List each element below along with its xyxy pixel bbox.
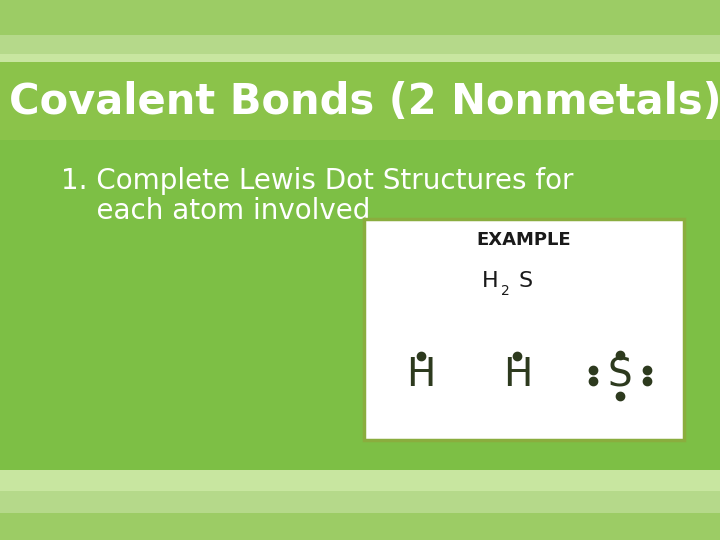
Text: 2: 2: [501, 284, 510, 298]
Text: S: S: [608, 356, 632, 394]
Bar: [0, 470, 720, 540]
Text: 1. Complete Lewis Dot Structures for: 1. Complete Lewis Dot Structures for: [61, 167, 574, 195]
Text: H: H: [482, 271, 498, 291]
Text: H: H: [503, 356, 532, 394]
Bar: [0, 491, 720, 540]
Text: S: S: [518, 271, 533, 291]
Bar: [0, 0, 720, 35]
Bar: [0, 0, 720, 70]
Bar: [364, 219, 684, 440]
Text: EXAMPLE: EXAMPLE: [477, 231, 571, 249]
Bar: [0, 62, 720, 140]
Text: Covalent Bonds (2 Nonmetals): Covalent Bonds (2 Nonmetals): [9, 80, 720, 123]
Bar: [0, 0, 720, 54]
Text: H: H: [407, 356, 436, 394]
Bar: [0, 513, 720, 540]
Text: each atom involved: each atom involved: [61, 197, 371, 225]
